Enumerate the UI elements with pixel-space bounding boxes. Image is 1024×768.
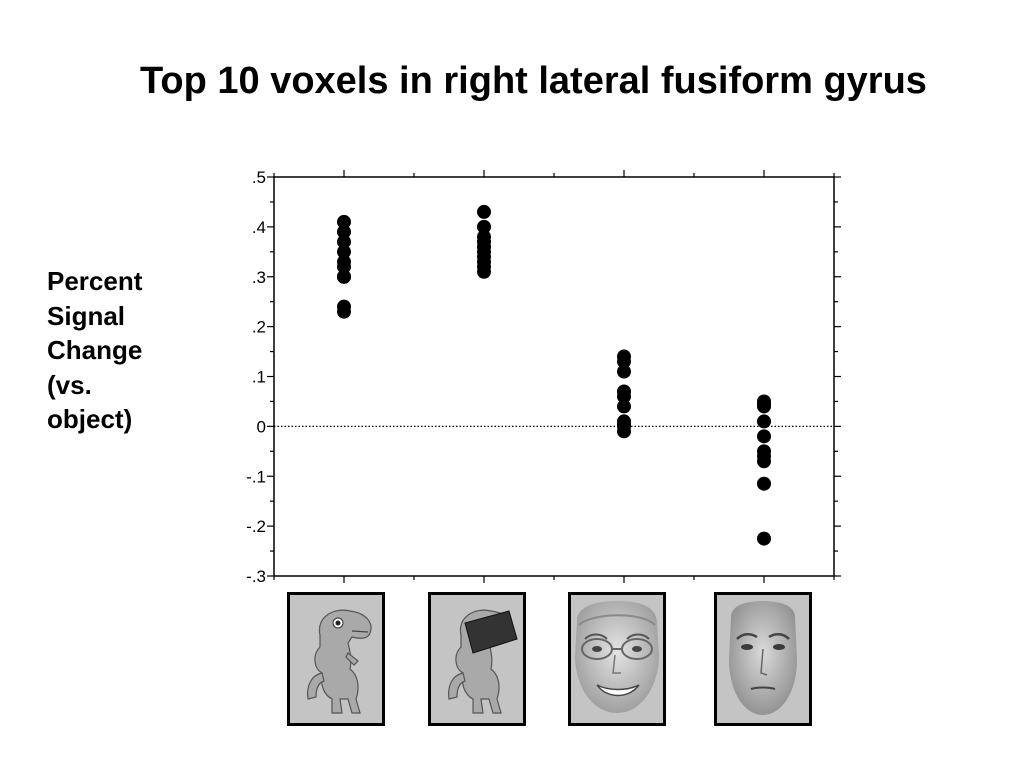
data-point: [337, 214, 351, 229]
data-point: [757, 414, 771, 429]
stimulus-dinosaur: [287, 592, 385, 726]
data-point: [617, 354, 631, 369]
y-axis-label-line: Change: [47, 335, 143, 365]
dinosaur-icon: [307, 609, 372, 714]
data-point: [757, 454, 771, 469]
data-point: [337, 234, 351, 249]
y-tick-label: .5: [252, 168, 266, 187]
plot-frame: [273, 176, 835, 577]
data-point: [477, 219, 491, 234]
y-axis-label-line: Percent: [47, 266, 143, 296]
face-glasses-icon: [575, 601, 659, 713]
data-point: [757, 531, 771, 546]
stimulus-dinosaur-occluded: [428, 592, 526, 726]
data-point: [337, 304, 351, 319]
data-point: [617, 424, 631, 439]
y-tick-label: -.2: [246, 517, 266, 536]
data-point: [477, 204, 491, 219]
data-point: [757, 429, 771, 444]
data-point: [337, 259, 351, 274]
y-tick-label: -.1: [246, 467, 266, 486]
y-axis-label: Percent Signal Change (vs. object): [47, 264, 142, 437]
data-point: [337, 224, 351, 239]
data-point: [617, 364, 631, 379]
y-tick-label: .2: [252, 318, 266, 337]
face-neutral-icon: [729, 601, 797, 715]
y-tick-label: 0: [257, 417, 266, 436]
stimulus-face-glasses: [568, 592, 666, 726]
slide-title: Top 10 voxels in right lateral fusiform …: [140, 60, 927, 102]
y-axis-label-line: Signal: [47, 300, 126, 331]
data-point: [757, 399, 771, 414]
data-point: [477, 264, 491, 279]
y-tick-label: .4: [252, 218, 266, 237]
y-tick-label: -.3: [246, 567, 266, 586]
y-tick-label: .1: [252, 368, 266, 387]
y-axis-label-line: (vs.: [47, 369, 92, 400]
stimulus-face-neutral: [714, 592, 812, 726]
data-point: [617, 399, 631, 414]
y-tick-label: .3: [252, 268, 266, 287]
data-point: [617, 389, 631, 404]
data-point: [757, 476, 771, 491]
data-point: [337, 269, 351, 284]
y-axis-label-line: object): [47, 404, 133, 434]
dinosaur-occluded-icon: [448, 609, 518, 714]
data-point: [337, 244, 351, 259]
